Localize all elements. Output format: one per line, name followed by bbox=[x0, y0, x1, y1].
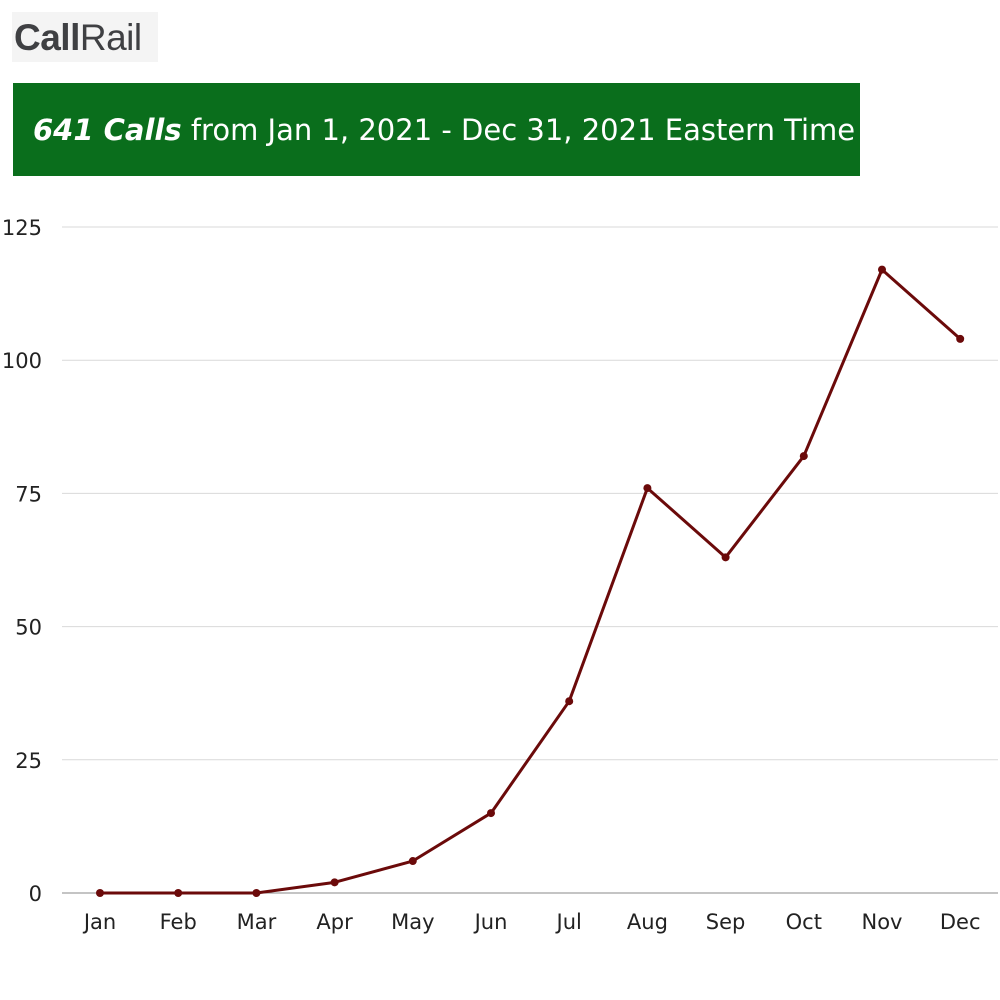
data-point bbox=[565, 697, 574, 706]
y-axis-ticks: 0 25 50 75 100 125 bbox=[2, 216, 42, 906]
summary-banner: 641 Calls from Jan 1, 2021 - Dec 31, 202… bbox=[13, 83, 860, 176]
x-tick-label: May bbox=[391, 910, 434, 934]
y-tick-label: 50 bbox=[15, 616, 42, 640]
x-tick-label: Apr bbox=[316, 910, 353, 934]
data-point bbox=[330, 878, 339, 887]
x-tick-label: Oct bbox=[786, 910, 822, 934]
data-point bbox=[956, 334, 965, 343]
data-point bbox=[487, 809, 495, 818]
data-point bbox=[721, 553, 730, 562]
data-point bbox=[799, 452, 808, 461]
x-tick-label: Jan bbox=[82, 910, 116, 934]
x-tick-label: Jun bbox=[473, 910, 508, 934]
x-tick-label: Nov bbox=[862, 910, 903, 934]
data-point bbox=[408, 857, 417, 866]
call-count: 641 Calls bbox=[33, 112, 182, 147]
y-tick-label: 125 bbox=[2, 216, 42, 240]
x-tick-label: Aug bbox=[627, 910, 668, 934]
y-tick-label: 25 bbox=[15, 749, 42, 773]
callrail-logo: CallRail bbox=[12, 12, 158, 62]
data-point bbox=[643, 484, 652, 493]
data-point bbox=[174, 889, 183, 897]
x-tick-label: Feb bbox=[160, 910, 197, 934]
y-tick-label: 0 bbox=[29, 882, 42, 906]
logo-text: CallRail bbox=[14, 19, 142, 56]
date-range: from Jan 1, 2021 - Dec 31, 2021 Eastern … bbox=[190, 112, 856, 147]
x-tick-label: Jul bbox=[555, 910, 582, 934]
series-calls bbox=[96, 265, 965, 897]
x-tick-label: Mar bbox=[237, 910, 277, 934]
data-point bbox=[878, 265, 886, 274]
y-tick-label: 75 bbox=[15, 482, 42, 506]
logo-text-rail: Rail bbox=[79, 16, 142, 58]
data-point bbox=[96, 889, 104, 897]
y-tick-label: 100 bbox=[2, 349, 42, 373]
x-axis-ticks: Jan Feb Mar Apr May Jun Jul Aug Sep Oct Nov Dec bbox=[82, 910, 981, 934]
x-tick-label: Sep bbox=[706, 910, 746, 934]
logo-text-call: Call bbox=[14, 16, 80, 58]
data-point bbox=[252, 889, 261, 897]
x-tick-label: Dec bbox=[940, 910, 981, 934]
series-line bbox=[98, 268, 962, 895]
